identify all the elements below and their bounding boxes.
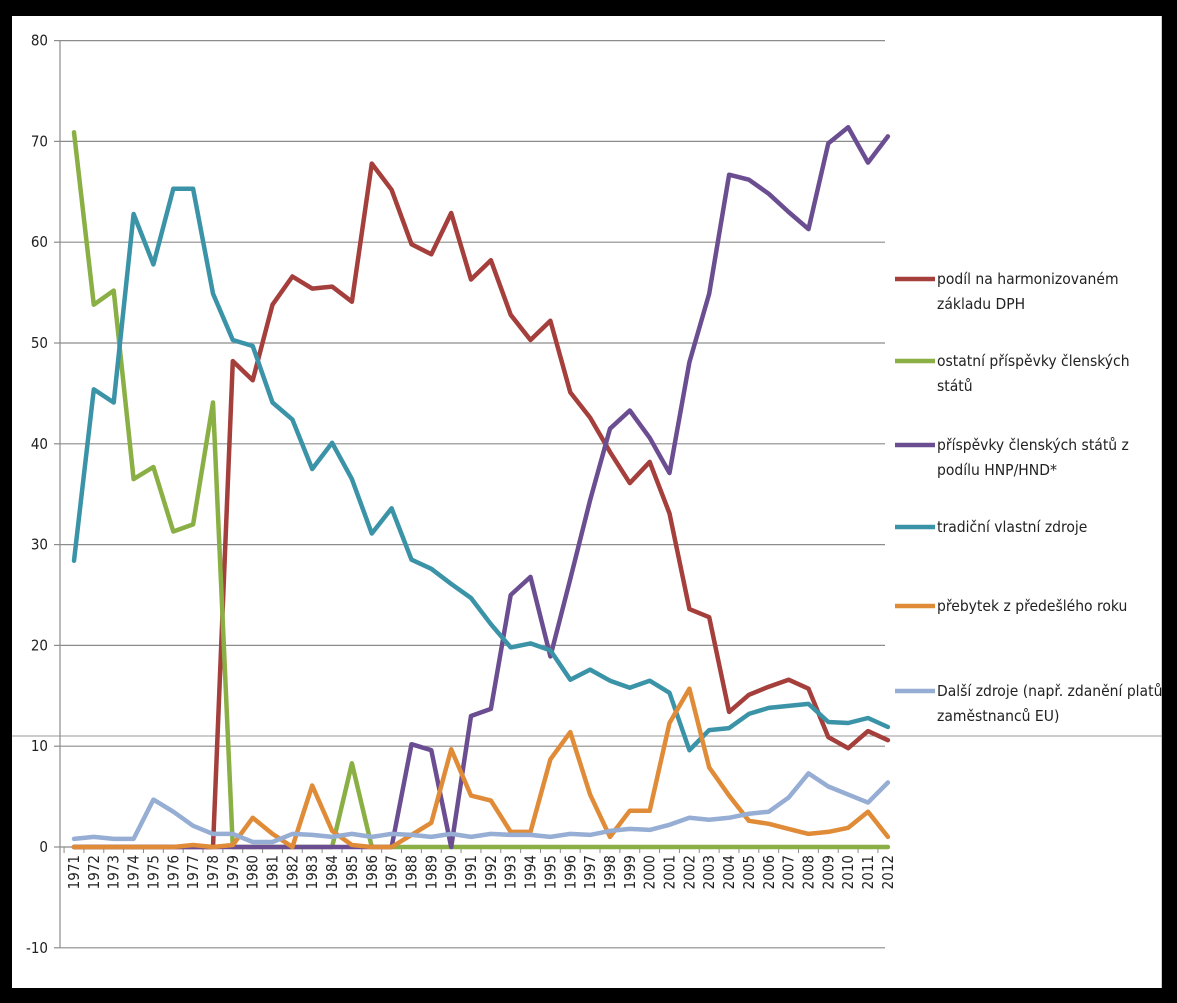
y-tick-label: 20: [31, 636, 48, 654]
x-tick-label: 1978: [204, 855, 222, 889]
x-tick-label: 1996: [561, 855, 579, 889]
x-tick-label: 1998: [601, 855, 619, 889]
x-tick-label: 2001: [661, 855, 679, 889]
x-tick-label: 2006: [760, 855, 778, 889]
x-tick-label: 2008: [799, 855, 817, 889]
x-tick-label: 2004: [720, 855, 738, 889]
legend-label: Další zdroje (např. zdanění platů: [937, 682, 1162, 700]
x-tick-label: 1972: [85, 855, 103, 889]
legend-entry-2: ostatní příspěvky členských států: [895, 352, 1130, 395]
x-tick-label: 1982: [283, 855, 301, 889]
y-tick-label: 0: [39, 838, 48, 856]
legend-label: příspěvky členských států z: [937, 436, 1129, 454]
series-line-2: [71, 130, 891, 850]
legend-label: států: [937, 377, 973, 395]
series-line-5: [71, 686, 891, 850]
legend-label: zaměstnanců EU): [937, 707, 1059, 725]
x-tick-label: 2007: [780, 855, 798, 889]
chart-frame: 80 70 60 50 40 30 20 10 0 -10 1971 1972 1973 1974 197…: [12, 16, 1162, 988]
x-tick-label: 1999: [621, 855, 639, 889]
legend-label: přebytek z předešlého roku: [937, 597, 1127, 615]
x-tick-label: 1993: [502, 855, 520, 889]
x-tick-label: 1992: [482, 855, 500, 889]
x-tick-label: 2005: [740, 855, 758, 889]
legend-label: tradiční vlastní zdroje: [937, 518, 1087, 536]
legend-entry-3: příspěvky členských států z podílu HNP/HN…: [895, 436, 1129, 479]
x-tick-label: 1971: [65, 855, 83, 889]
x-tick-label: 1995: [541, 855, 559, 889]
legend-entry-1: podíl na harmonizovaném základu DPH: [895, 270, 1119, 313]
y-tick-label: 70: [31, 132, 48, 150]
x-tick-label: 2000: [641, 855, 659, 889]
y-tick-label: -10: [26, 939, 48, 957]
series-line-4: [71, 186, 891, 753]
series-line-6: [71, 771, 891, 845]
series-lines: [71, 125, 891, 850]
x-tick-label: 2012: [879, 855, 897, 889]
legend: podíl na harmonizovaném základu DPH ostatn…: [895, 270, 1162, 725]
legend-entry-4: tradiční vlastní zdroje: [895, 518, 1087, 536]
y-axis: 80 70 60 50 40 30 20 10 0 -10: [26, 32, 61, 957]
legend-label: ostatní příspěvky členských: [937, 352, 1130, 370]
legend-label: podílu HNP/HND*: [937, 461, 1057, 479]
x-tick-label: 1991: [462, 855, 480, 889]
x-tick-label: 2010: [839, 855, 857, 889]
x-tick-label: 1980: [244, 855, 262, 889]
y-tick-label: 80: [31, 32, 48, 50]
x-tick-label: 1977: [184, 855, 202, 889]
x-tick-label: 2009: [819, 855, 837, 889]
series-line-3: [71, 125, 891, 850]
x-tick-label: 1974: [125, 855, 143, 889]
x-tick-label: 1985: [343, 855, 361, 889]
x-tick-label: 1990: [442, 855, 460, 889]
y-tick-label: 50: [31, 334, 48, 352]
x-tick-label: 2003: [700, 855, 718, 889]
legend-label: podíl na harmonizovaném: [937, 270, 1119, 288]
x-tick-label: 1988: [402, 855, 420, 889]
x-tick-label: 1973: [105, 855, 123, 889]
y-tick-label: 60: [31, 233, 48, 251]
x-tick-label: 1984: [323, 855, 341, 889]
x-tick-label: 2011: [859, 855, 877, 889]
y-tick-label: 40: [31, 435, 48, 453]
x-axis: 1971 1972 1973 1974 1975 1976 1977 1978 1979 1980…: [63, 847, 897, 889]
x-tick-label: 1983: [303, 855, 321, 889]
y-tick-label: 10: [31, 737, 48, 755]
x-tick-label: 1981: [264, 855, 282, 889]
x-tick-label: 1987: [383, 855, 401, 889]
legend-entry-6: Další zdroje (např. zdanění platů zaměstn…: [895, 682, 1162, 725]
legend-label: základu DPH: [937, 295, 1025, 313]
x-tick-label: 1997: [581, 855, 599, 889]
x-tick-label: 1975: [144, 855, 162, 889]
x-tick-label: 1989: [422, 855, 440, 889]
x-tick-label: 1979: [224, 855, 242, 889]
x-tick-label: 1986: [363, 855, 381, 889]
y-tick-label: 30: [31, 536, 48, 554]
x-tick-label: 1994: [522, 855, 540, 889]
x-tick-label: 1976: [164, 855, 182, 889]
legend-entry-5: přebytek z předešlého roku: [895, 597, 1127, 615]
x-tick-label: 2002: [680, 855, 698, 889]
